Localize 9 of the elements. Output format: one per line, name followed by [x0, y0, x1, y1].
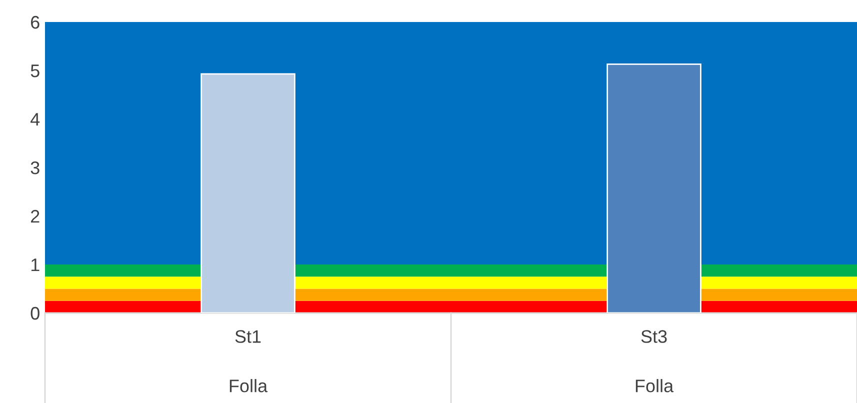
- category-label: St3 Folla: [636, 330, 674, 392]
- y-tick-label: 5: [30, 64, 40, 78]
- y-tick-label: 3: [30, 161, 40, 174]
- y-tick-label: 4: [30, 113, 40, 126]
- category-label: St1 Folla: [230, 330, 268, 392]
- y-tick-label: 2: [31, 210, 40, 223]
- y-tick-label: 6: [31, 16, 40, 29]
- y-tick-label: 0: [30, 306, 40, 320]
- y-tick-label: 1: [31, 258, 40, 272]
